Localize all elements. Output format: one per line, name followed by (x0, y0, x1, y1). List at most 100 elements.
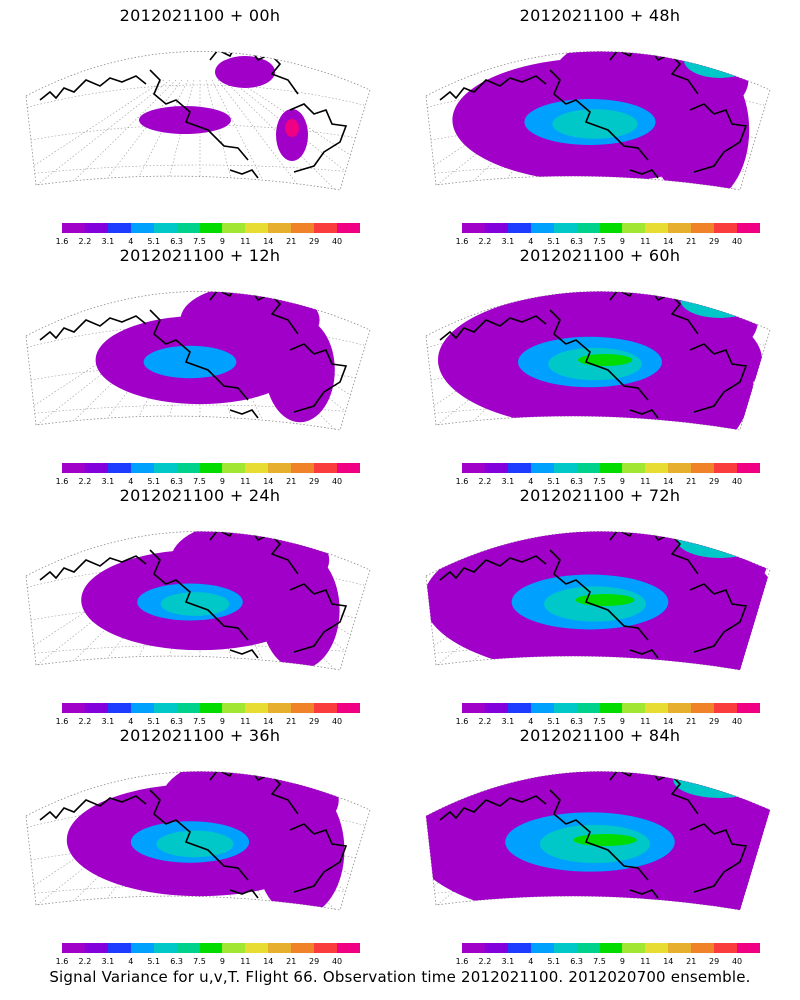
colorbar-label: 1.6 (455, 717, 469, 726)
colorbar-swatch (599, 703, 623, 713)
colorbar-swatch (199, 223, 223, 233)
colorbar-swatch (130, 943, 154, 953)
colorbar-label: 21 (286, 717, 297, 726)
colorbar-swatch (668, 223, 692, 233)
colorbar-label: 29 (309, 717, 320, 726)
colorbar-label: 4 (128, 477, 134, 486)
variance-region (701, 531, 749, 545)
colorbar-swatch (268, 943, 292, 953)
coastline (439, 771, 748, 899)
colorbar-label: 3.1 (501, 477, 515, 486)
colorbar-labels: 1.6 2.2 3.1 4 5.1 6.3 7.5 9 11 14 21 29 40 (56, 957, 360, 967)
variance-region (260, 550, 340, 670)
variance-region (705, 51, 745, 65)
colorbar-swatch (462, 463, 485, 473)
colorbar-label: 6.3 (170, 717, 183, 726)
colorbar (62, 703, 360, 713)
coastline (39, 531, 348, 659)
colorbar-swatch (245, 223, 269, 233)
colorbar-swatch (314, 223, 338, 233)
colorbar-label: 9 (619, 237, 625, 246)
colorbar-label: 21 (286, 237, 297, 246)
variance-region (578, 354, 632, 366)
colorbar-swatch (576, 943, 600, 953)
forecast-panel: 2012021100 + 00h 1.6 2.2 3.1 4 5.1 6.3 7.5 9 11 14… (0, 0, 400, 246)
colorbar-label: 7.5 (593, 477, 606, 486)
colorbar-swatch (176, 943, 200, 953)
colorbar-label: 40 (331, 717, 343, 726)
colorbar-label: 6.3 (570, 717, 583, 726)
forecast-panel: 2012021100 + 24h 1.6 2.2 3.1 4 5.1 6.3 7.5 9 11 14… (0, 480, 400, 726)
colorbar-label: 2.2 (78, 717, 92, 726)
colorbar-label: 5.1 (547, 957, 561, 966)
colorbar-label: 21 (686, 477, 697, 486)
variance-field (438, 291, 762, 430)
colorbar-label: 14 (263, 717, 274, 726)
colorbar-swatch (153, 943, 177, 953)
colorbar-label: 7.5 (193, 957, 206, 966)
variance-region (673, 771, 767, 798)
colorbar-swatch (484, 943, 508, 953)
colorbar-swatch (84, 703, 108, 713)
colorbar-swatch (737, 703, 760, 713)
colorbar-label: 11 (240, 957, 251, 966)
variance-region (139, 106, 231, 134)
colorbar-swatch (176, 223, 200, 233)
colorbar-swatch (107, 703, 131, 713)
colorbar-swatch (107, 943, 131, 953)
forecast-panel: 2012021100 + 72h 1.6 2.2 3.1 4 5.1 6.3 7.5 9 11 14… (400, 480, 800, 726)
colorbar-swatch (176, 703, 200, 713)
colorbar-label: 4 (128, 957, 134, 966)
colorbar-swatch (199, 463, 223, 473)
colorbar-swatch (530, 463, 554, 473)
colorbar-label: 21 (286, 477, 297, 486)
colorbar-label: 9 (219, 957, 225, 966)
polar-map (425, 771, 771, 911)
variance-region (552, 109, 638, 139)
colorbar-swatch (337, 703, 360, 713)
colorbar-label: 4 (528, 957, 534, 966)
variance-region (676, 531, 764, 558)
polar-map (25, 51, 371, 191)
variance-region (641, 531, 759, 670)
colorbar-label: 1.6 (55, 957, 69, 966)
forecast-panel: 2012021100 + 60h 1.6 2.2 3.1 4 5.1 6.3 7.5 9 11 14… (400, 240, 800, 486)
variance-field (426, 531, 770, 670)
colorbar-label: 21 (686, 237, 697, 246)
colorbar-swatch (176, 463, 200, 473)
colorbar (62, 463, 360, 473)
colorbar-swatch (645, 703, 669, 713)
colorbar-label: 11 (640, 477, 651, 486)
colorbar-swatch (62, 703, 85, 713)
colorbar (62, 943, 360, 953)
colorbar-swatch (222, 703, 246, 713)
colorbar-label: 5.1 (147, 477, 161, 486)
colorbar-label: 40 (731, 237, 743, 246)
variance-region (156, 830, 234, 858)
colorbar-swatch (268, 703, 292, 713)
colorbar-swatch (153, 703, 177, 713)
colorbar-label: 6.3 (570, 957, 583, 966)
variance-field (139, 56, 308, 161)
variance-region (575, 594, 635, 606)
colorbar-labels: 1.6 2.2 3.1 4 5.1 6.3 7.5 9 11 14 21 29 40 (56, 717, 360, 727)
colorbar-label: 4 (128, 717, 134, 726)
variance-region (646, 291, 754, 430)
colorbar-label: 21 (686, 957, 697, 966)
variance-region (699, 771, 751, 785)
colorbar-label: 14 (663, 477, 674, 486)
colorbar-label: 1.6 (55, 237, 69, 246)
polar-map (425, 291, 771, 431)
colorbar-swatch (337, 943, 360, 953)
colorbar-label: 5.1 (547, 477, 561, 486)
colorbar-swatch (84, 463, 108, 473)
coastline (39, 771, 348, 899)
colorbar-label: 9 (219, 717, 225, 726)
forecast-panel: 2012021100 + 48h 1.6 2.2 3.1 4 5.1 6.3 7.5 9 11 14… (400, 0, 800, 246)
colorbar-swatch (691, 223, 715, 233)
colorbar-label: 1.6 (55, 477, 69, 486)
colorbar-swatch (668, 703, 692, 713)
colorbar-label: 9 (619, 717, 625, 726)
colorbar-label: 9 (219, 237, 225, 246)
colorbar-swatch (222, 223, 246, 233)
